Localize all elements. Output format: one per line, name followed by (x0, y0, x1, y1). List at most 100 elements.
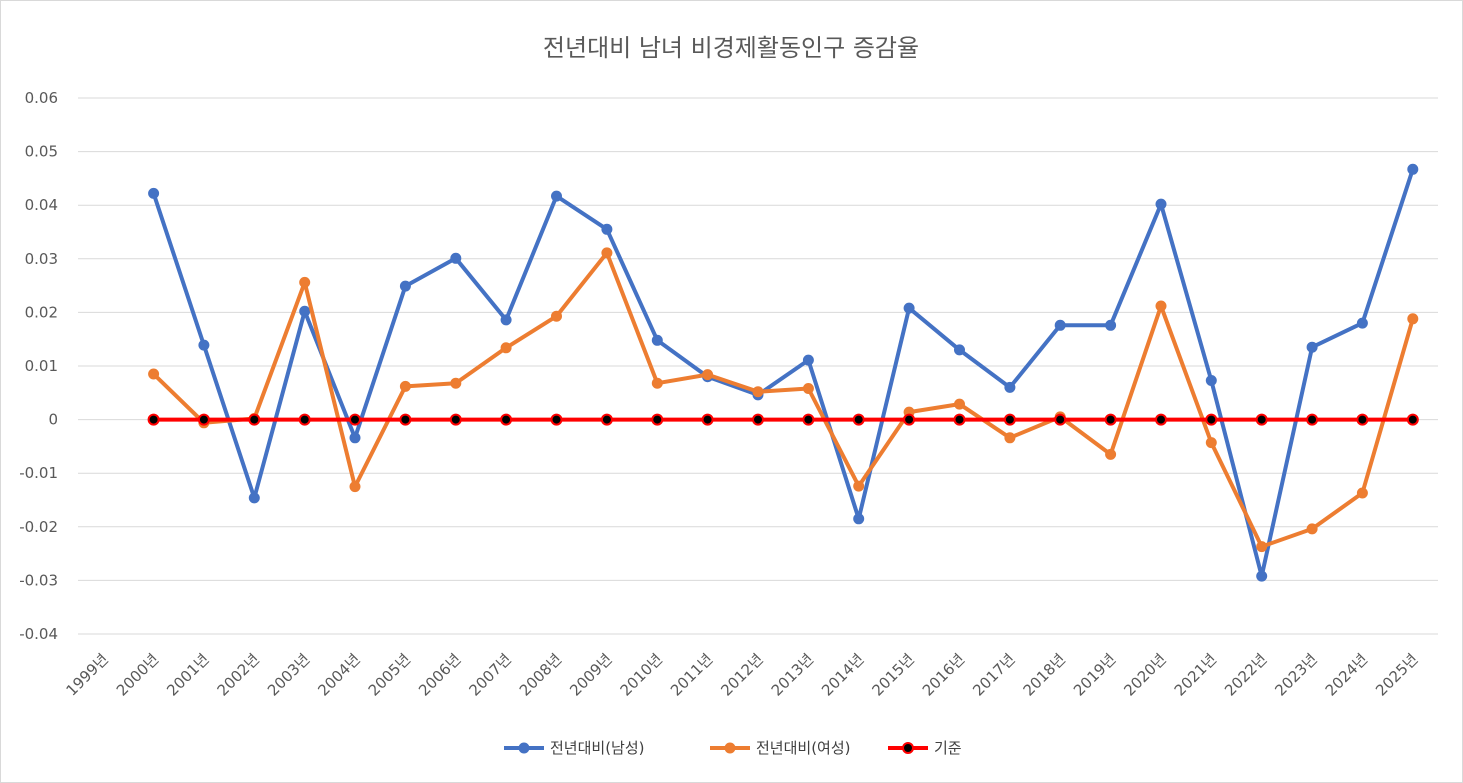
data-point (299, 305, 311, 317)
data-point (903, 302, 915, 314)
data-point (903, 413, 916, 426)
x-tick-label: 2023년 (1271, 650, 1320, 699)
data-point (852, 413, 865, 426)
legend-label: 전년대비(여성) (756, 739, 851, 757)
data-point (853, 513, 865, 525)
data-point (752, 413, 764, 426)
y-tick-label: -0.03 (19, 571, 58, 589)
data-point (802, 354, 814, 366)
x-tick-label: 2001년 (163, 650, 212, 699)
data-point (299, 276, 311, 288)
data-point (601, 223, 613, 235)
data-point (1004, 381, 1016, 393)
data-point (1104, 413, 1117, 426)
data-point (1356, 487, 1368, 499)
y-tick-label: 0.06 (25, 89, 58, 107)
y-tick-label: 0.01 (25, 357, 58, 375)
data-point (954, 344, 965, 356)
x-tick-label: 2000년 (113, 650, 162, 699)
data-point (1004, 432, 1016, 444)
y-tick-label: 0.04 (25, 196, 58, 214)
data-point (147, 413, 160, 426)
data-point (1356, 317, 1368, 329)
data-point (349, 481, 361, 493)
x-tick-label: 2014년 (818, 650, 867, 699)
x-tick-label: 2004년 (314, 650, 363, 699)
y-tick-label: 0.03 (25, 250, 58, 268)
data-point (148, 368, 160, 380)
x-tick-label: 2025년 (1372, 650, 1421, 699)
data-point (449, 413, 462, 426)
x-tick-label: 2003년 (264, 650, 313, 699)
legend-marker (902, 742, 914, 754)
plot-series (147, 163, 1419, 582)
x-tick-label: 2008년 (516, 650, 565, 699)
data-point (1407, 163, 1419, 175)
data-point (248, 413, 261, 426)
x-tick-label: 2002년 (214, 650, 263, 699)
data-point (450, 252, 462, 264)
x-tick-label: 2019년 (1070, 650, 1119, 699)
data-point (500, 314, 512, 326)
data-point (349, 413, 361, 426)
data-point (702, 369, 714, 381)
data-point (701, 413, 714, 426)
data-point (802, 383, 814, 394)
x-tick-label: 2021년 (1171, 650, 1220, 699)
data-point (752, 386, 764, 398)
data-point (1155, 198, 1167, 210)
y-tick-label: -0.02 (19, 518, 58, 536)
data-point (1054, 319, 1066, 331)
y-axis-ticks: 0.06 0.05 0.04 0.03 0.02 0.01 0 -0.01 -0.02 -0.03… (19, 89, 58, 643)
data-point (601, 247, 613, 259)
data-point (551, 310, 562, 322)
y-tick-label: 0 (48, 411, 58, 429)
x-tick-label: 2022년 (1221, 650, 1270, 699)
x-tick-label: 2010년 (617, 650, 666, 699)
data-point (853, 480, 865, 492)
data-point (1406, 413, 1419, 426)
data-point (198, 339, 210, 351)
data-point (550, 413, 563, 426)
data-point (349, 432, 361, 444)
x-tick-label: 2007년 (465, 650, 514, 699)
data-point (1054, 413, 1067, 426)
data-point (551, 190, 562, 202)
data-point (1205, 437, 1217, 449)
x-tick-label: 2006년 (415, 650, 464, 699)
data-point (500, 342, 512, 354)
data-point (1306, 413, 1319, 426)
data-point (651, 334, 663, 346)
y-tick-label: -0.01 (19, 464, 58, 482)
x-tick-label: 2005년 (365, 650, 414, 699)
data-point (1306, 523, 1318, 535)
data-point (399, 280, 411, 292)
data-point (802, 413, 815, 426)
x-tick-label: 2013년 (768, 650, 817, 699)
data-point (651, 413, 664, 426)
data-point (1155, 300, 1167, 312)
data-point (1155, 413, 1167, 426)
x-tick-label: 2015년 (868, 650, 917, 699)
legend-item: 전년대비(여성) (710, 739, 851, 757)
series-1 (148, 163, 1419, 582)
data-point (450, 377, 462, 389)
legend-marker (518, 742, 530, 754)
x-tick-label: 2016년 (919, 650, 968, 699)
data-point (399, 413, 412, 426)
data-point (399, 380, 411, 392)
data-point (1255, 413, 1268, 426)
x-tick-label: 2009년 (566, 650, 615, 699)
data-point (298, 413, 311, 426)
x-tick-label: 2018년 (1020, 650, 1069, 699)
x-tick-label: 2024년 (1322, 650, 1371, 699)
legend-label: 전년대비(남성) (550, 739, 645, 757)
legend-marker (724, 742, 736, 754)
y-tick-label: -0.04 (19, 625, 58, 643)
data-point (1105, 448, 1117, 460)
data-point (1205, 413, 1218, 426)
data-point (500, 413, 513, 426)
data-point (1356, 413, 1369, 426)
